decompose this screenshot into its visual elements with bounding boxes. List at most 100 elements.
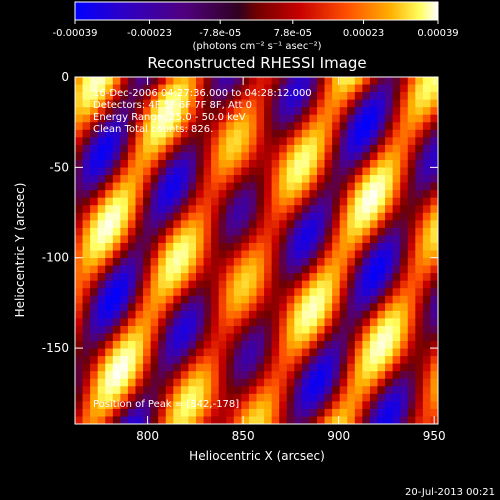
heatmap-cell [188,371,197,380]
heatmap-cell [105,363,114,372]
heatmap-cell [196,273,205,282]
heatmap-cell [309,77,318,86]
colorbar-tick-label: -0.00039 [53,28,98,39]
heatmap-cell [158,159,167,169]
heatmap-cell [324,190,333,199]
heatmap-cell [362,401,371,410]
heatmap-cell [120,371,129,380]
heatmap-cell [90,386,99,395]
heatmap-cell [112,250,121,259]
heatmap-cell [415,393,424,402]
heatmap-cell [309,386,318,395]
heatmap-cell [248,182,258,191]
heatmap-cell [324,235,333,244]
heatmap-cell [415,137,424,146]
heatmap-cell [301,190,311,199]
heatmap-cell [294,114,303,123]
heatmap-cell [97,167,106,176]
heatmap-cell [279,114,288,123]
y-tick-label: -100 [42,251,69,265]
heatmap-cell [332,333,341,342]
peak-position-annotation: Position of Peak = [842,-178] [93,399,239,410]
heatmap-cell [271,318,280,327]
heatmap-cell [75,371,84,380]
heatmap-cell [362,242,371,252]
heatmap-cell [143,386,152,395]
heatmap-cell [165,303,174,312]
heatmap-cell [120,107,129,116]
heatmap-cell [430,295,438,304]
heatmap-cell [127,114,137,123]
heatmap-cell [354,212,363,221]
heatmap-cell [105,371,114,380]
heatmap-cell [248,348,258,357]
heatmap-cell [203,182,212,191]
heatmap-cell [112,288,121,297]
heatmap-cell [301,318,311,327]
heatmap-cell [369,190,379,199]
heatmap-cell [180,401,190,410]
heatmap-cell [90,92,99,101]
heatmap-cell [279,333,288,342]
heatmap-cell [415,212,424,221]
heatmap-cell [264,416,273,424]
heatmap-cell [203,144,212,154]
heatmap-cell [112,152,121,161]
heatmap-cell [385,137,394,146]
heatmap-cell [301,197,311,206]
heatmap-cell [279,393,288,402]
heatmap-cell [233,159,242,169]
heatmap-cell [279,99,288,108]
heatmap-cell [324,416,333,424]
heatmap-cell [264,310,273,319]
heatmap-cell [430,325,438,335]
heatmap-cell [347,137,356,146]
heatmap-cell [347,265,356,274]
heatmap-cell [332,227,341,237]
heatmap-cell [211,197,220,206]
heatmap-cell [301,227,311,237]
heatmap-cell [256,393,265,402]
heatmap-cell [112,333,121,342]
heatmap-cell [241,416,250,424]
heatmap-cell [286,258,295,267]
heatmap-cell [188,242,197,252]
heatmap-cell [165,273,174,282]
heatmap-cell [112,107,121,116]
heatmap-cell [218,280,227,289]
heatmap-cell [286,197,295,206]
heatmap-cell [324,378,333,387]
heatmap-cell [90,371,99,380]
heatmap-cell [143,235,152,244]
heatmap-cell [241,341,250,350]
heatmap-cell [286,235,295,244]
heatmap-cell [332,77,341,86]
heatmap-cell [82,333,91,342]
heatmap-cell [180,341,190,350]
heatmap-cell [75,205,84,214]
heatmap-cell [248,386,258,395]
heatmap-cell [82,159,91,169]
heatmap-cell [369,401,379,410]
heatmap-cell [97,348,106,357]
heatmap-cell [271,129,280,138]
heatmap-cell [233,348,242,357]
heatmap-cell [226,227,235,237]
heatmap-cell [392,99,401,108]
x-tick-label: 850 [232,429,255,443]
heatmap-cell [112,92,121,101]
heatmap-cell [369,220,379,229]
heatmap-cell [211,205,220,214]
heatmap-cell [309,220,318,229]
heatmap-cell [143,84,152,93]
heatmap-cell [256,348,265,357]
heatmap-cell [362,348,371,357]
heatmap-cell [226,205,235,214]
heatmap-cell [256,363,265,372]
heatmap-cell [90,107,99,116]
heatmap-cell [173,310,182,319]
heatmap-cell [324,122,333,131]
heatmap-cell [339,190,348,199]
heatmap-cell [407,408,416,418]
